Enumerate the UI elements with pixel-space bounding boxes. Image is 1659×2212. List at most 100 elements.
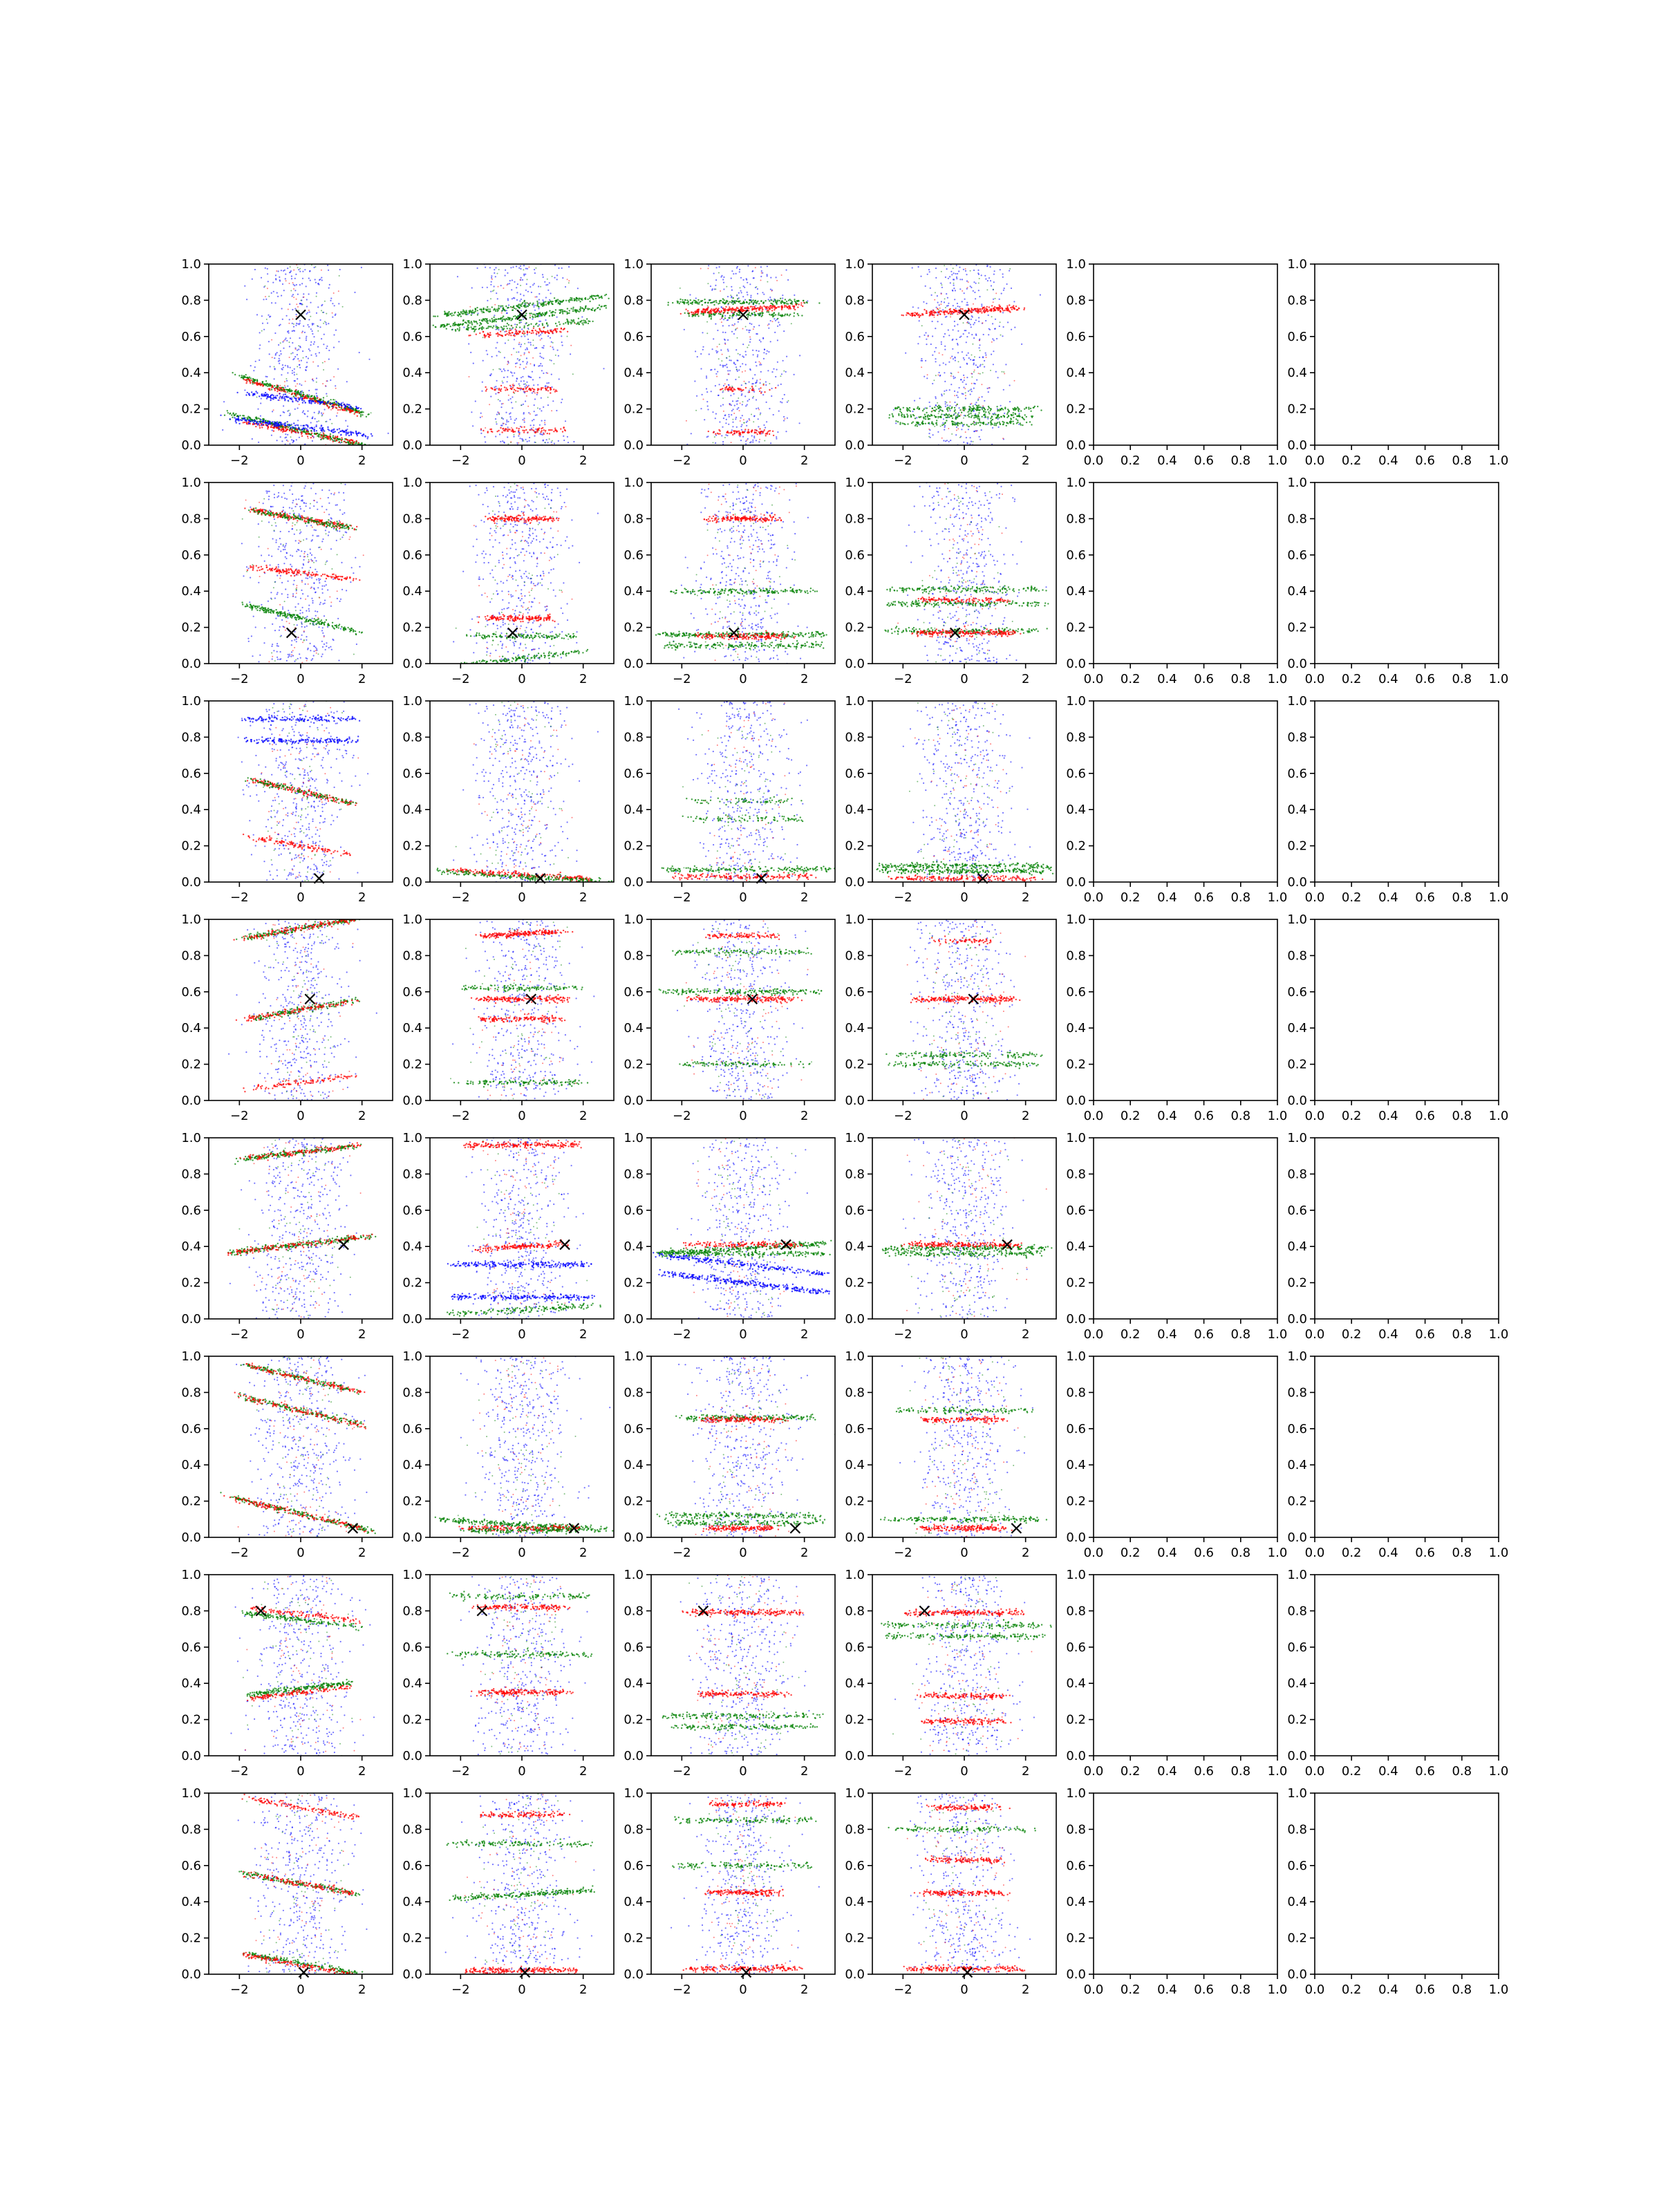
point-green (498, 305, 500, 307)
point-blue (955, 426, 958, 429)
point-blue (277, 425, 279, 427)
point-green (536, 407, 538, 409)
point-blue (358, 351, 360, 354)
point-red (497, 285, 499, 288)
y-tick-label: 0.8 (624, 293, 644, 308)
point-green (297, 430, 299, 432)
point-blue (299, 364, 301, 366)
point-red (789, 305, 791, 307)
point-green (315, 381, 317, 383)
point-red (765, 433, 767, 435)
point-blue (328, 283, 330, 285)
point-red (734, 430, 736, 432)
point-blue (967, 304, 969, 306)
point-green (262, 418, 265, 420)
point-green (307, 395, 310, 397)
point-blue (266, 268, 268, 270)
point-blue (1002, 326, 1004, 328)
point-blue (348, 406, 350, 409)
point-red (527, 431, 529, 433)
point-blue (325, 321, 327, 324)
point-blue (741, 393, 743, 395)
point-green (535, 267, 537, 269)
point-blue (776, 436, 778, 438)
point-blue (963, 441, 965, 443)
point-green (535, 324, 537, 326)
point-blue (721, 435, 723, 437)
point-green (789, 299, 791, 301)
point-blue (293, 422, 295, 424)
point-blue (346, 429, 348, 431)
point-blue (279, 279, 281, 281)
point-green (491, 319, 494, 321)
point-blue (753, 435, 756, 438)
point-green (701, 299, 704, 302)
point-red (753, 389, 755, 391)
point-green (554, 309, 557, 311)
point-blue (557, 355, 560, 357)
point-blue (518, 383, 520, 385)
point-blue (711, 348, 713, 350)
point-blue (279, 395, 281, 397)
point-blue (521, 310, 523, 312)
point-green (481, 320, 484, 322)
point-blue (763, 293, 765, 295)
point-blue (547, 404, 550, 406)
point-red (774, 306, 777, 309)
point-red (765, 307, 767, 309)
point-blue (715, 434, 718, 436)
point-red (266, 288, 268, 290)
point-blue (689, 294, 691, 296)
point-blue (287, 372, 289, 374)
point-blue (930, 343, 932, 346)
point-blue (222, 429, 224, 431)
point-green (464, 311, 466, 313)
point-blue (250, 365, 252, 367)
point-blue (705, 388, 708, 390)
point-red (524, 332, 526, 335)
point-green (724, 301, 727, 304)
point-blue (525, 283, 527, 285)
point-blue (759, 364, 761, 366)
point-blue (798, 422, 800, 424)
point-blue (296, 424, 298, 427)
point-red (741, 310, 744, 312)
marker-x (738, 309, 749, 321)
point-red (766, 307, 768, 310)
point-green (462, 310, 464, 313)
point-red (713, 308, 715, 310)
point-blue (995, 371, 997, 373)
point-blue (525, 357, 528, 359)
point-blue (539, 355, 541, 357)
point-blue (731, 289, 733, 291)
point-green (724, 317, 727, 319)
point-blue (266, 375, 268, 378)
point-blue (528, 440, 530, 442)
point-green (589, 320, 591, 323)
point-blue (756, 350, 758, 352)
point-green (501, 310, 503, 312)
point-red (730, 388, 732, 391)
point-red (485, 386, 487, 388)
point-blue (357, 407, 359, 410)
point-red (481, 415, 483, 418)
point-blue (971, 286, 973, 288)
point-blue (960, 379, 962, 381)
point-green (729, 355, 731, 357)
point-red (700, 268, 702, 270)
point-blue (993, 273, 995, 275)
point-blue (513, 422, 516, 424)
point-red (336, 407, 338, 409)
point-green (552, 341, 554, 344)
point-blue (944, 401, 946, 403)
point-green (598, 304, 601, 306)
point-red (519, 330, 522, 332)
point-green (317, 330, 319, 332)
point-blue (944, 403, 946, 405)
point-green (751, 301, 753, 303)
point-blue (560, 402, 563, 404)
point-green (503, 315, 505, 317)
point-red (727, 430, 729, 433)
point-blue (285, 315, 288, 317)
point-red (506, 284, 508, 286)
